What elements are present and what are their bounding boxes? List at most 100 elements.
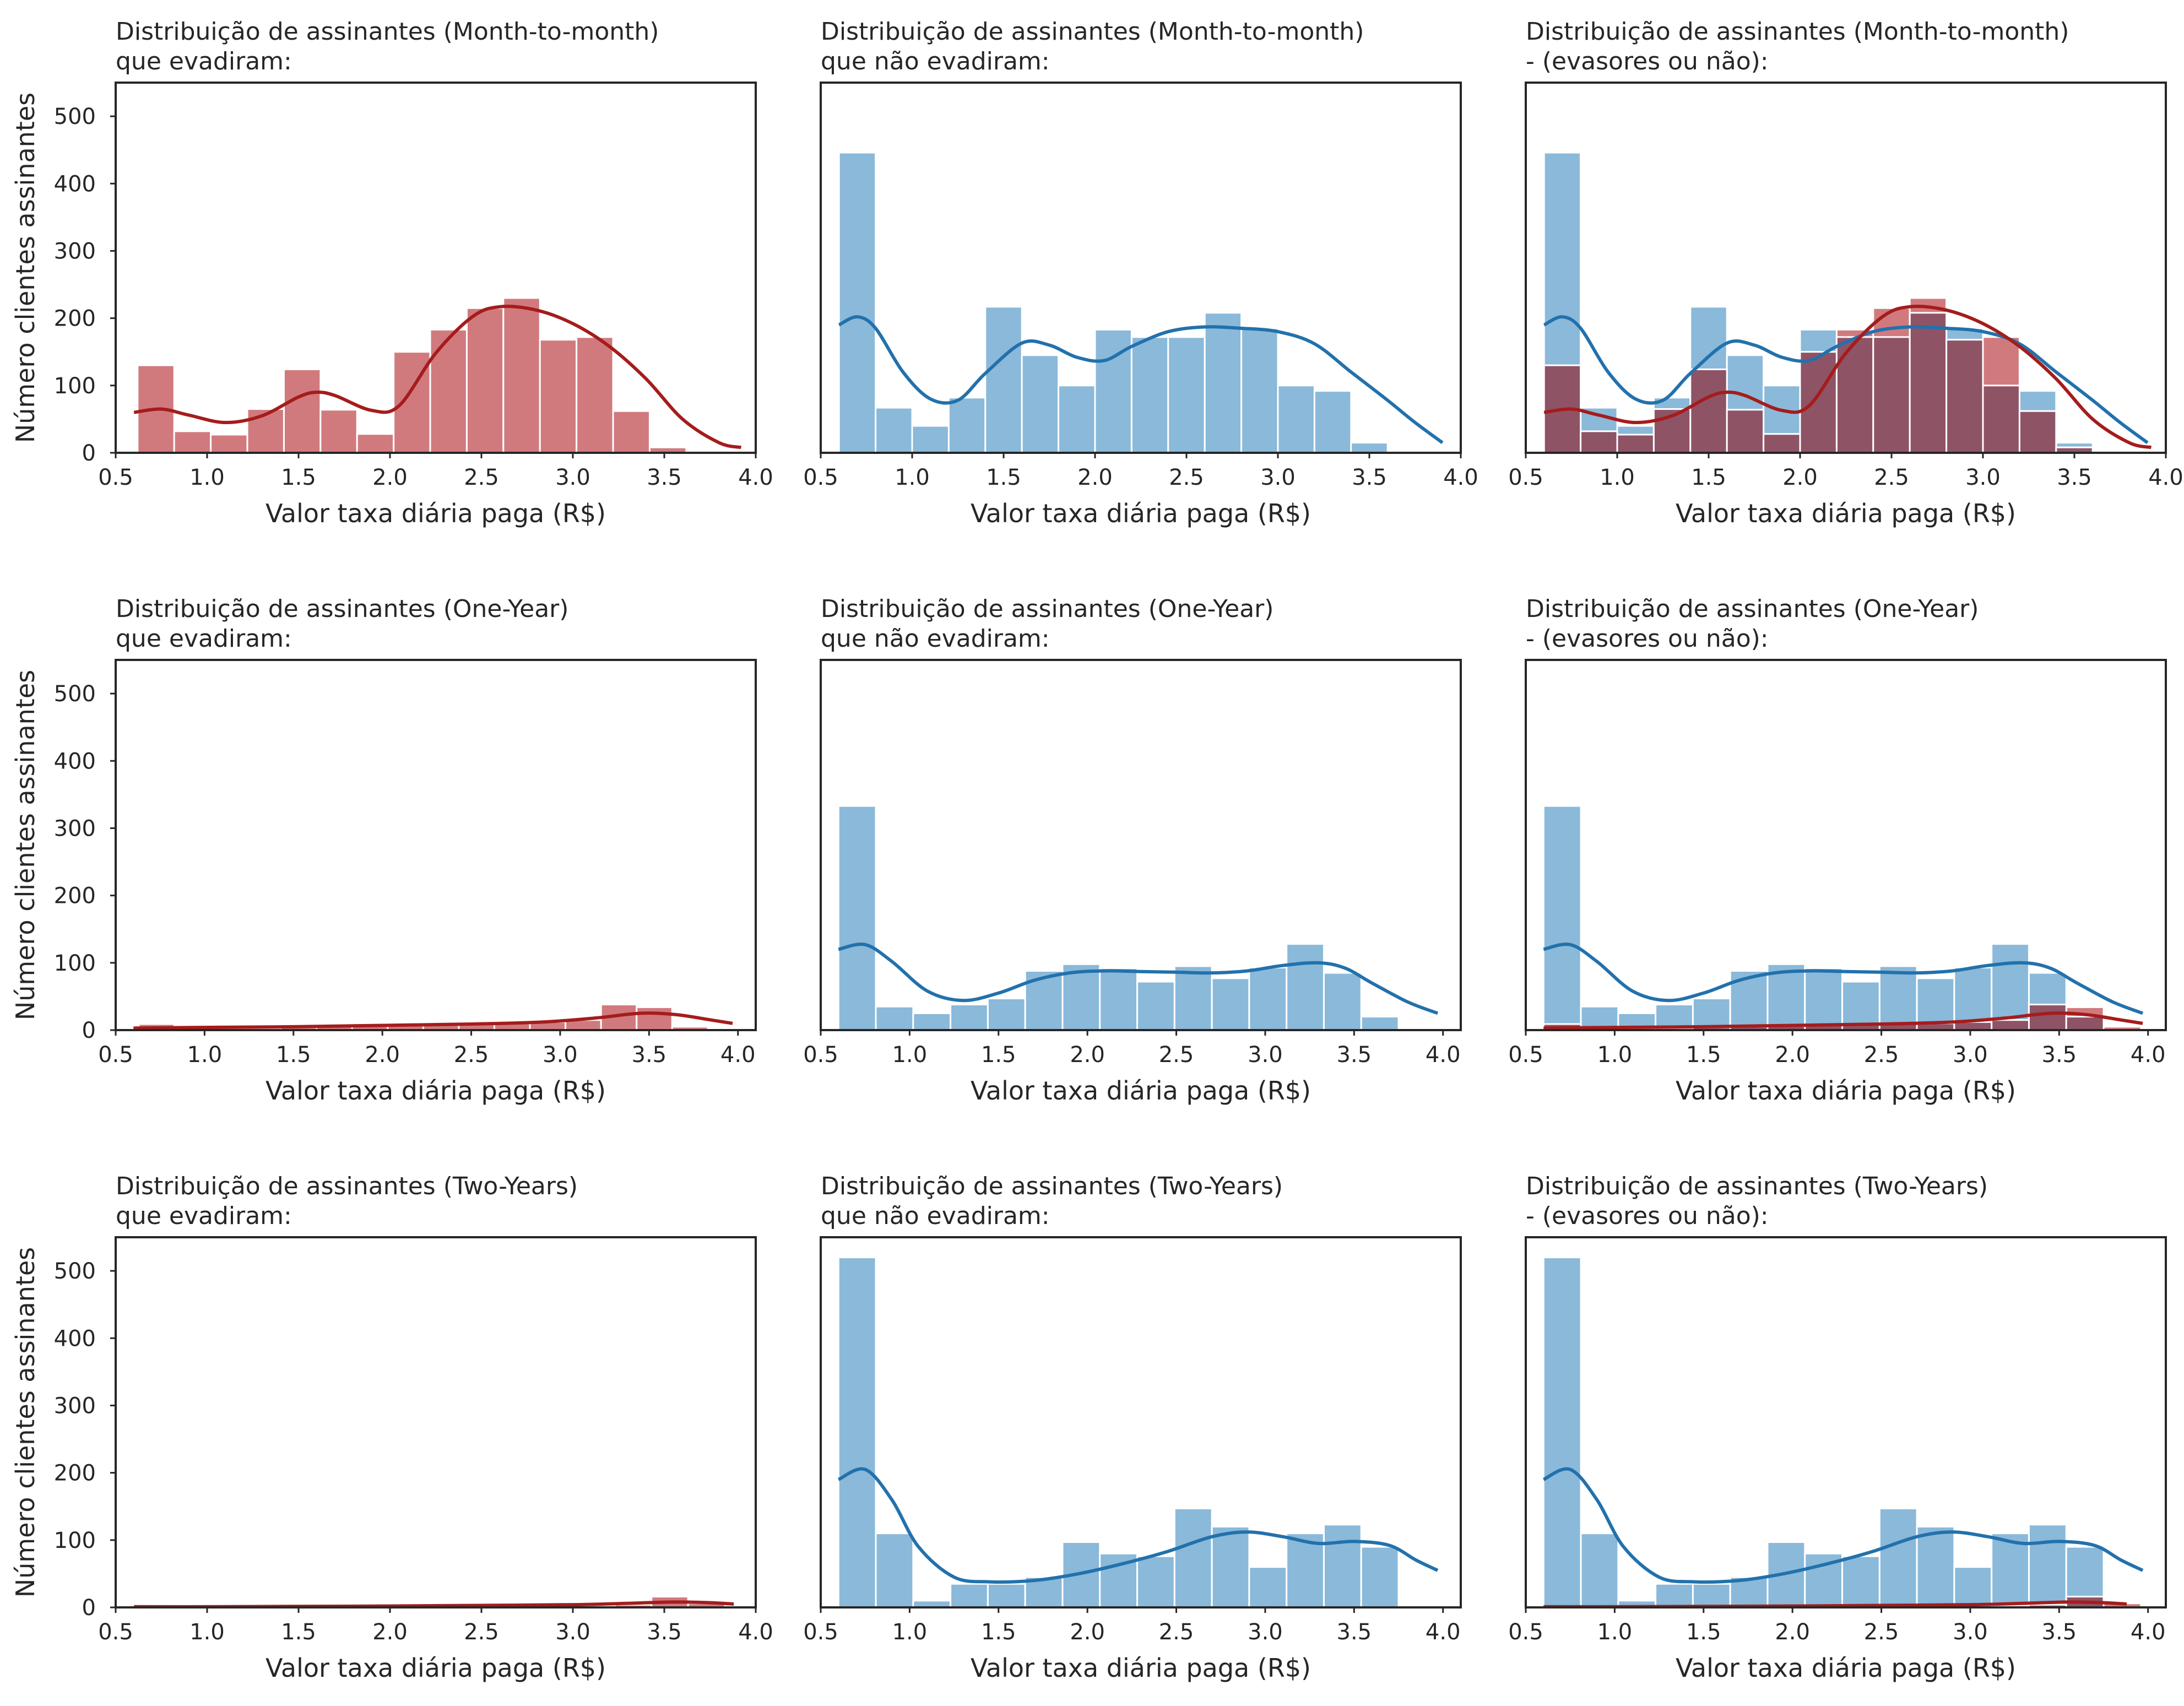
churn-bar [173, 430, 212, 454]
stay-bar [837, 805, 877, 1031]
y-tick-label: 200 [54, 306, 96, 332]
stay-kde-line [1543, 315, 2149, 445]
overlap-bar [1616, 434, 1655, 454]
x-tick-label: 4.0 [1443, 465, 1478, 490]
churn-bar [539, 339, 578, 454]
y-tick-label: 100 [54, 373, 96, 399]
x-tick-label: 3.0 [1260, 465, 1296, 490]
stay-bar [1286, 943, 1325, 1031]
x-tick-label: 4.0 [2148, 465, 2183, 490]
x-tick-label: 2.0 [1077, 465, 1113, 490]
x-tick-label: 2.0 [372, 465, 408, 490]
x-tick-label: 0.5 [98, 1620, 133, 1645]
stay-bar [1136, 1555, 1175, 1608]
churn-bar [612, 410, 651, 454]
stay-bar [1323, 1524, 1362, 1608]
churn-bar [502, 297, 541, 454]
x-axis-label: Valor taxa diária paga (R$) [1676, 1076, 2016, 1106]
overlap-bar [1872, 336, 1911, 454]
x-tick-label: 1.0 [187, 1042, 223, 1068]
stay-bar [1211, 977, 1250, 1031]
x-tick-label: 2.0 [365, 1042, 400, 1068]
plot-frame [820, 82, 1462, 454]
churn-kde-line [133, 305, 742, 449]
y-tick-label: 300 [54, 1393, 96, 1418]
subplot-title-line2: - (evasores ou não): [1526, 625, 1769, 653]
y-tick-label: 200 [54, 884, 96, 909]
subplot-title-line2: que evadiram: [116, 47, 292, 75]
subplot-title-line2: que evadiram: [116, 625, 292, 653]
stay-bar [1542, 805, 1582, 1031]
stay-bar [1099, 967, 1139, 1031]
churn-bar [636, 1006, 673, 1031]
subplot-r1-c2: Distribuição de assinantes (One-Year)- (… [1508, 595, 2167, 1106]
y-tick-label: 400 [54, 171, 96, 197]
subplot-title-line2: que não evadiram: [821, 1202, 1050, 1230]
subplot-title-line2: - (evasores ou não): [1526, 1202, 1769, 1230]
stay-bar [1136, 981, 1175, 1031]
churn-bar [429, 328, 468, 454]
churn-bar [356, 433, 395, 454]
stay-bar [950, 1583, 989, 1608]
stay-bar [1580, 1532, 1619, 1608]
x-tick-label: 3.0 [543, 1042, 578, 1068]
overlap-bar [2018, 410, 2057, 454]
stay-bar [875, 1005, 914, 1031]
stay-kde-line [1543, 943, 2144, 1015]
x-tick-label: 3.5 [2042, 1620, 2077, 1645]
x-tick-label: 1.5 [986, 465, 1021, 490]
stay-bar [1173, 965, 1213, 1031]
subplot-title-line2: que não evadiram: [821, 625, 1050, 653]
subplot-r2-c0: Distribuição de assinantes (Two-Years)qu… [10, 1172, 773, 1683]
x-tick-label: 3.5 [2057, 465, 2092, 490]
y-tick-label: 500 [54, 1259, 96, 1284]
x-tick-label: 2.5 [1864, 1620, 1899, 1645]
x-tick-label: 3.5 [647, 465, 682, 490]
stay-kde-line [838, 315, 1444, 445]
stay-bar [950, 1004, 989, 1031]
y-tick-label: 500 [54, 681, 96, 707]
x-axis-label: Valor taxa diária paga (R$) [265, 499, 606, 528]
y-tick-label: 300 [54, 239, 96, 264]
x-axis-label: Valor taxa diária paga (R$) [971, 1653, 1311, 1683]
x-tick-label: 1.0 [189, 465, 225, 490]
overlap-bar [1945, 339, 1984, 454]
x-tick-label: 1.0 [1600, 465, 1635, 490]
overlap-bar [1689, 368, 1728, 454]
stay-bar [984, 306, 1023, 454]
overlap-bar [1835, 336, 1874, 454]
x-tick-label: 3.0 [1248, 1042, 1283, 1068]
overlap-bar [1982, 384, 2020, 454]
churn-kde-line [133, 1011, 733, 1030]
x-tick-label: 3.0 [1953, 1620, 1988, 1645]
x-tick-label: 4.0 [720, 1042, 756, 1068]
churn-bar [283, 368, 322, 454]
x-tick-label: 3.0 [1248, 1620, 1283, 1645]
stay-bar [1360, 1016, 1400, 1031]
stay-bar [912, 1012, 952, 1031]
y-tick-label: 0 [82, 1018, 96, 1043]
y-tick-label: 400 [54, 749, 96, 774]
x-tick-label: 2.0 [1775, 1042, 1810, 1068]
x-tick-label: 2.5 [1159, 1620, 1194, 1645]
stay-bar [1804, 967, 1844, 1031]
y-tick-label: 0 [82, 1595, 96, 1621]
y-tick-label: 100 [54, 1528, 96, 1553]
stay-bar [1286, 1532, 1325, 1608]
churn-kde-line [1543, 1011, 2143, 1030]
subplot-title-line1: Distribuição de assinantes (Two-Years) [116, 1172, 578, 1200]
stay-bar [875, 1532, 914, 1608]
x-axis-label: Valor taxa diária paga (R$) [971, 1076, 1311, 1106]
stay-bar [1953, 1566, 1993, 1608]
stay-bar [1058, 384, 1096, 454]
x-tick-label: 0.5 [98, 1042, 133, 1068]
plot-frame [820, 1236, 1462, 1608]
x-tick-label: 1.5 [981, 1620, 1016, 1645]
x-tick-label: 2.5 [454, 1042, 489, 1068]
stay-bar [1916, 1525, 1955, 1608]
stay-kde-line [838, 943, 1439, 1015]
x-axis-label: Valor taxa diária paga (R$) [265, 1076, 606, 1106]
x-axis-label: Valor taxa diária paga (R$) [1676, 1653, 2016, 1683]
y-tick-label: 300 [54, 816, 96, 841]
x-tick-label: 1.5 [281, 1620, 316, 1645]
